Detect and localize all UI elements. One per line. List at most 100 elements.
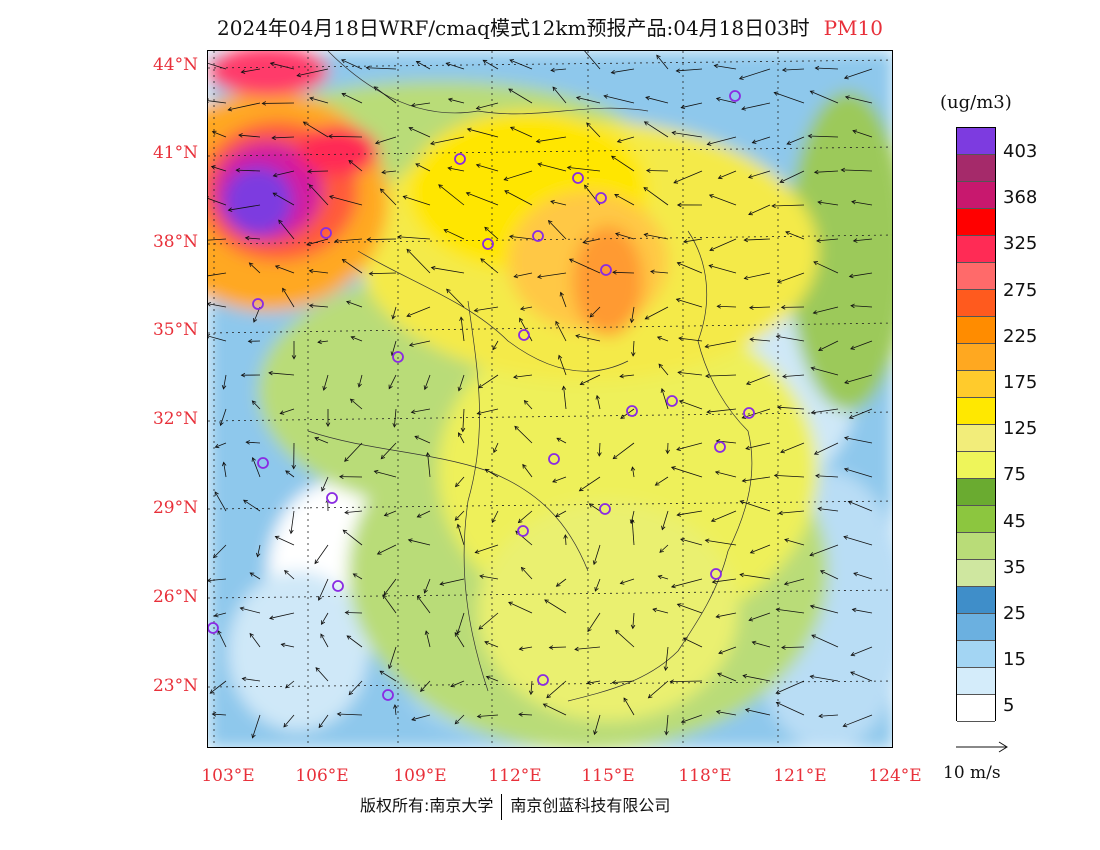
wind-arrow (844, 437, 873, 444)
wind-arrow (249, 633, 261, 648)
wind-arrow-head (344, 457, 349, 462)
wind-arrow (620, 578, 635, 584)
wind-arrow (671, 578, 703, 588)
wind-arrow (705, 374, 737, 377)
wind-arrow (269, 612, 295, 619)
wind-arrow-head (272, 192, 278, 197)
wind-arrow-head (407, 538, 413, 543)
wind-arrow-head (584, 184, 589, 190)
wind-arrow (813, 261, 839, 274)
wind-arrow (852, 130, 873, 138)
wind-arrow (552, 476, 567, 483)
wind-arrow (613, 442, 635, 459)
wind-arrow (257, 544, 261, 557)
wind-arrow-head (656, 336, 662, 341)
wind-arrow (707, 408, 737, 413)
wind-arrow (580, 374, 601, 385)
wind-arrow-head (781, 67, 787, 73)
wind-arrow-head (537, 162, 543, 167)
wind-arrow-head (615, 232, 620, 237)
wind-arrow-head (544, 599, 549, 604)
wind-arrow (211, 166, 227, 172)
wind-arrow (303, 121, 329, 138)
wind-arrow-head (458, 432, 463, 437)
wind-arrow-head (745, 380, 751, 385)
wind-arrow-head (285, 470, 290, 475)
wind-arrow-head (341, 258, 347, 264)
wind-arrow-head (379, 670, 385, 675)
wind-arrow-head (450, 683, 456, 688)
wind-arrow (716, 612, 737, 618)
wind-arrow-head (251, 400, 257, 405)
wind-arrow (246, 441, 261, 444)
wind-arrow (677, 603, 703, 614)
wind-arrow (538, 163, 567, 172)
wind-arrow-head (683, 239, 688, 244)
wind-arrow-head (484, 468, 490, 474)
wind-arrow-head (783, 581, 789, 586)
colorbar-swatch (957, 641, 995, 668)
lon-label: 103°E (201, 766, 255, 786)
wind-arrow-head (344, 610, 350, 615)
wind-arrow (321, 612, 329, 625)
wind-arrow (446, 288, 465, 308)
wind-arrow-head (656, 54, 661, 60)
wind-arrow (462, 408, 465, 432)
lon-label: 106°E (295, 766, 349, 786)
wind-arrow-head (809, 552, 815, 557)
wind-arrow (457, 524, 465, 546)
colorbar (956, 127, 996, 722)
wind-arrow (815, 475, 839, 478)
city-marker (710, 568, 722, 580)
wind-arrow (208, 238, 227, 241)
wind-arrow (579, 476, 601, 492)
wind-arrow-head (346, 300, 351, 305)
wind-arrow-head (809, 674, 815, 680)
wind-arrow (712, 578, 737, 583)
wind-arrow-head (813, 450, 819, 455)
wind-arrow-head (357, 382, 362, 388)
wind-arrow (411, 408, 431, 413)
wind-arrow-head (484, 226, 489, 232)
title-text: 2024年04月18日WRF/cmaq模式12km预报产品:04月18日03时 (217, 16, 810, 40)
footer: 版权所有:南京大学 南京创蓝科技有限公司 (360, 792, 670, 820)
wind-arrow-head (673, 179, 679, 184)
wind-arrow-head (478, 384, 483, 389)
wind-arrow-head (382, 594, 387, 599)
wind-arrow-head (786, 140, 792, 145)
wind-arrow (314, 437, 329, 444)
wind-arrow-head (850, 345, 855, 350)
wind-arrow (210, 680, 227, 694)
wind-arrow-head (743, 275, 749, 281)
wind-arrow (208, 335, 227, 342)
wind-arrow (522, 464, 533, 478)
wind-arrow-head (306, 241, 311, 247)
wind-arrow (350, 398, 363, 410)
wind-arrow (782, 374, 805, 378)
wind-arrow-head (320, 633, 325, 639)
wind-arrow-head (508, 234, 514, 240)
colorbar-label: 225 (1003, 325, 1038, 347)
wind-arrow-head (368, 271, 374, 276)
wind-arrow-head (680, 537, 685, 543)
wind-arrow-head (416, 513, 422, 518)
wind-arrow (623, 697, 635, 716)
wind-arrow-head (308, 184, 314, 189)
wind-arrow-head (844, 95, 850, 100)
wind-arrow (282, 288, 295, 308)
wind-arrow (718, 170, 737, 179)
wind-arrow (815, 67, 839, 70)
wind-arrow-head (852, 129, 858, 134)
wind-arrow (337, 713, 363, 716)
wind-arrow (665, 646, 669, 671)
wind-arrow-head (771, 203, 776, 209)
wind-arrow-head (491, 518, 496, 524)
wind-arrow-head (239, 606, 245, 612)
wind-arrow (784, 539, 805, 546)
wind-arrow-head (208, 334, 211, 339)
wind-arrow-head (671, 130, 677, 136)
wind-arrow-head (274, 535, 280, 540)
wind-arrow (657, 336, 669, 342)
wind-arrow (811, 408, 839, 414)
wind-arrow-head (669, 679, 675, 684)
